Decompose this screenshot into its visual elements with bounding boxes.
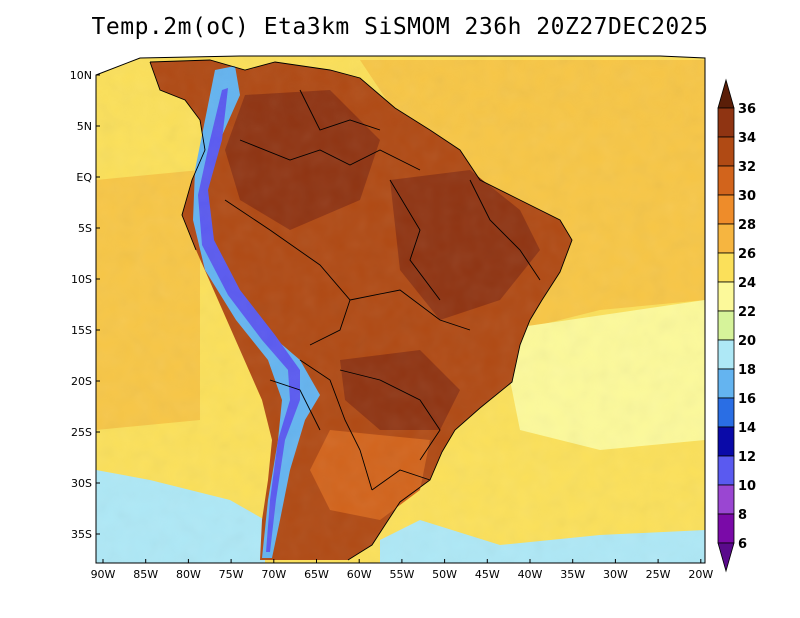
lon-tick-label: 30W <box>603 568 628 581</box>
colorbar-label: 14 <box>738 421 756 436</box>
colorbar-label: 24 <box>738 276 756 291</box>
lon-tick-label: 70W <box>261 568 286 581</box>
colorbar-segment <box>717 194 735 225</box>
lon-tick-label: 25W <box>646 568 671 581</box>
colorbar-top-cap <box>717 78 735 109</box>
lon-tick-label: 50W <box>432 568 457 581</box>
colorbar-label: 32 <box>738 160 756 175</box>
colorbar-segment <box>717 426 735 457</box>
lon-tick-label: 55W <box>389 568 414 581</box>
colorbar: 36 34 32 30 28 26 24 22 20 18 16 14 12 10 8 6 <box>717 78 756 573</box>
colorbar-segment <box>717 455 735 486</box>
colorbar-segment <box>717 252 735 283</box>
colorbar-segment <box>717 107 735 138</box>
field-texture <box>96 56 705 563</box>
lat-tick-label: 25S <box>71 426 92 439</box>
lon-tick-label: 65W <box>304 568 329 581</box>
colorbar-label: 26 <box>738 247 756 262</box>
colorbar-label: 28 <box>738 218 756 233</box>
colorbar-segment <box>717 513 735 544</box>
lat-tick-label: 5S <box>78 222 92 235</box>
map-title: Temp.2m(oC) Eta3km SiSMOM 236h 20Z27DEC2… <box>91 14 709 40</box>
lat-tick-label: EQ <box>76 171 92 184</box>
lat-tick-label: 35S <box>71 528 92 541</box>
colorbar-segment <box>717 397 735 428</box>
colorbar-label: 20 <box>738 334 756 349</box>
lon-tick-label: 90W <box>91 568 116 581</box>
colorbar-label: 36 <box>738 102 756 117</box>
lon-tick-label: 60W <box>347 568 372 581</box>
colorbar-label: 16 <box>738 392 756 407</box>
lon-tick-label: 85W <box>133 568 158 581</box>
plot-frame <box>95 55 706 564</box>
lat-tick-label: 30S <box>71 477 92 490</box>
lat-tick-label: 10N <box>70 69 92 82</box>
lon-tick-label: 35W <box>560 568 585 581</box>
colorbar-segment <box>717 165 735 196</box>
colorbar-label: 22 <box>738 305 756 320</box>
colorbar-label: 18 <box>738 363 756 378</box>
colorbar-segment <box>717 136 735 167</box>
colorbar-segment <box>717 484 735 515</box>
colorbar-segment <box>717 281 735 312</box>
colorbar-segment <box>717 310 735 341</box>
temperature-field <box>96 56 705 563</box>
lon-tick-label: 20W <box>688 568 713 581</box>
colorbar-label: 6 <box>738 537 747 552</box>
lon-tick-label: 75W <box>219 568 244 581</box>
colorbar-segment <box>717 339 735 370</box>
colorbar-bottom-cap <box>717 542 735 573</box>
lat-tick-label: 20S <box>71 375 92 388</box>
lat-tick-label: 10S <box>71 273 92 286</box>
colorbar-label: 10 <box>738 479 756 494</box>
colorbar-label: 30 <box>738 189 756 204</box>
colorbar-label: 34 <box>738 131 756 146</box>
lon-tick-label: 40W <box>518 568 543 581</box>
colorbar-label: 12 <box>738 450 756 465</box>
colorbar-segment <box>717 368 735 399</box>
colorbar-segment <box>717 223 735 254</box>
lon-tick-label: 45W <box>475 568 500 581</box>
country-borders <box>149 59 573 561</box>
lat-tick-label: 15S <box>71 324 92 337</box>
longitude-axis: 90W 85W 80W 75W 70W 65W 60W 55W 50W 45W 40W 35W 30W 2… <box>91 559 713 581</box>
lon-tick-label: 80W <box>176 568 201 581</box>
lat-tick-label: 5N <box>77 120 92 133</box>
latitude-axis: 10N 5N EQ 5S 10S 15S 20S 25S 30S 35S <box>70 69 100 541</box>
colorbar-label: 8 <box>738 508 747 523</box>
